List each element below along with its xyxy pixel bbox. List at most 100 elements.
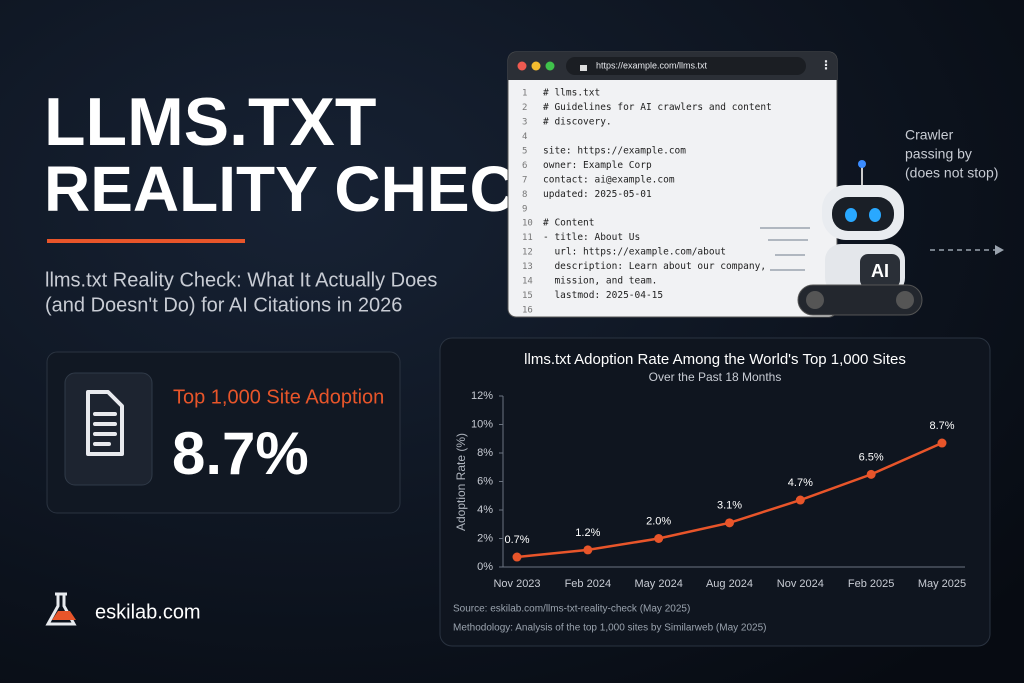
data-label: 0.7% (504, 534, 529, 546)
point (654, 534, 664, 543)
code-line: updated: 2025-05-01 (543, 189, 652, 200)
chart-panel (439, 337, 991, 647)
line-number: 11 (522, 233, 533, 243)
line-number: 8 (522, 190, 527, 200)
code-line: # Guidelines for AI crawlers and content (543, 102, 772, 113)
subtitle: llms.txt Reality Check: What It Actually… (45, 269, 437, 291)
x-tick-label: Aug 2024 (706, 578, 753, 590)
chart-title: llms.txt Adoption Rate Among the World's… (524, 351, 906, 368)
code-line: # llms.txt (543, 88, 600, 99)
point (725, 518, 734, 528)
code-line: url: https://example.com/about (543, 247, 726, 258)
brand-name: eskilab.com (95, 601, 201, 623)
line-number: 9 (522, 204, 527, 214)
line-number: 2 (522, 103, 527, 113)
wheel (806, 291, 824, 309)
headline: LLMS.TXT (44, 84, 376, 160)
flask-liquid (52, 611, 76, 620)
line-number: 15 (522, 291, 533, 301)
browser-bar-fill (508, 72, 837, 80)
data-label: 1.2% (575, 527, 600, 539)
robot-eye (845, 208, 857, 222)
code-line: lastmod: 2025-04-15 (543, 290, 663, 301)
data-label: 4.7% (788, 477, 813, 489)
line-number: 3 (522, 117, 527, 127)
robot-caption: Crawler (905, 127, 954, 143)
y-axis-label: Adoption Rate (%) (454, 433, 468, 531)
robot-badge (860, 254, 900, 288)
line-number: 1 (522, 89, 527, 99)
y-tick-label: 2% (477, 532, 493, 544)
icon-box (64, 372, 153, 486)
x-tick-label: Nov 2024 (777, 578, 824, 590)
data-label: 8.7% (929, 420, 954, 432)
chart-note: Methodology: Analysis of the top 1,000 s… (453, 623, 767, 634)
x-tick-label: Feb 2025 (848, 578, 894, 590)
divider (47, 239, 245, 243)
flask-icon (45, 592, 77, 626)
line-number: 13 (522, 262, 533, 272)
arrow-head (995, 245, 1004, 255)
url-bar[interactable] (566, 57, 806, 75)
y-tick-label: 6% (477, 475, 493, 487)
data-label: 3.1% (717, 500, 742, 512)
line-number: 6 (522, 161, 527, 171)
lock-icon (580, 65, 587, 71)
robot-face (832, 197, 894, 231)
chart: 0% 2% 4% 6% 8% 10% 12% Nov 2023 Feb 2024 May 2024… (471, 390, 966, 590)
antenna-tip (858, 160, 866, 168)
line-number: 14 (522, 277, 533, 287)
window-dot[interactable] (531, 61, 541, 71)
window-dot[interactable] (545, 61, 555, 71)
line-number: 4 (522, 132, 527, 142)
stat-label: Top 1,000 Site Adoption (173, 386, 384, 408)
chart-note: Source: eskilab.com/llms-txt-reality-che… (453, 604, 690, 615)
line-number: 10 (522, 219, 533, 229)
robot-badge-text: AI (871, 261, 889, 281)
robot-tracks (797, 284, 923, 316)
x-tick-label: Nov 2023 (493, 578, 540, 590)
robot: AI (760, 160, 923, 316)
y-tick-label: 10% (471, 418, 493, 430)
speed-lines (760, 227, 810, 271)
line-number: 7 (522, 175, 527, 185)
code-line: - title: About Us (543, 232, 640, 243)
code-line: description: Learn about our company, (543, 261, 766, 272)
wheel (896, 291, 914, 309)
code-line: # Content (543, 218, 594, 229)
chart-subtitle: Over the Past 18 Months (649, 370, 782, 384)
robot-caption: (does not stop) (905, 165, 998, 181)
x-tick-label: Feb 2024 (565, 578, 611, 590)
point (866, 469, 876, 479)
point (937, 438, 947, 448)
line-number: 16 (522, 306, 533, 316)
code-line: site: https://example.com (543, 145, 686, 156)
data-label: 2.0% (646, 515, 671, 527)
stat-value: 8.7% (172, 420, 309, 487)
code-block: 1 # llms.txt 2 # Guidelines for AI crawlers… (522, 88, 772, 316)
y-tick-label: 8% (477, 447, 493, 459)
y-tick-label: 4% (477, 504, 493, 516)
window-dot[interactable] (517, 61, 527, 71)
headline: REALITY CHECK (44, 153, 562, 225)
y-tick-label: 0% (477, 561, 493, 573)
subtitle: (and Doesn't Do) for AI Citations in 202… (45, 294, 402, 316)
robot-eye (869, 208, 881, 222)
code-line: owner: Example Corp (543, 160, 652, 171)
url: https://example.com/llms.txt (596, 60, 708, 70)
x-tick-label: May 2025 (918, 578, 966, 590)
data-label: 6.5% (859, 451, 884, 463)
menu-icon[interactable]: ⋮ (820, 58, 832, 72)
document-icon (86, 390, 124, 456)
point (583, 545, 593, 555)
document-lines (93, 412, 117, 446)
point (795, 495, 805, 505)
code-line: contact: ai@example.com (543, 174, 675, 185)
point (512, 552, 522, 562)
y-tick-label: 12% (471, 390, 493, 402)
code-line: mission, and team. (543, 276, 657, 287)
robot-caption: passing by (905, 146, 972, 162)
code-line: # discovery. (543, 116, 612, 127)
line-number: 12 (522, 248, 533, 258)
